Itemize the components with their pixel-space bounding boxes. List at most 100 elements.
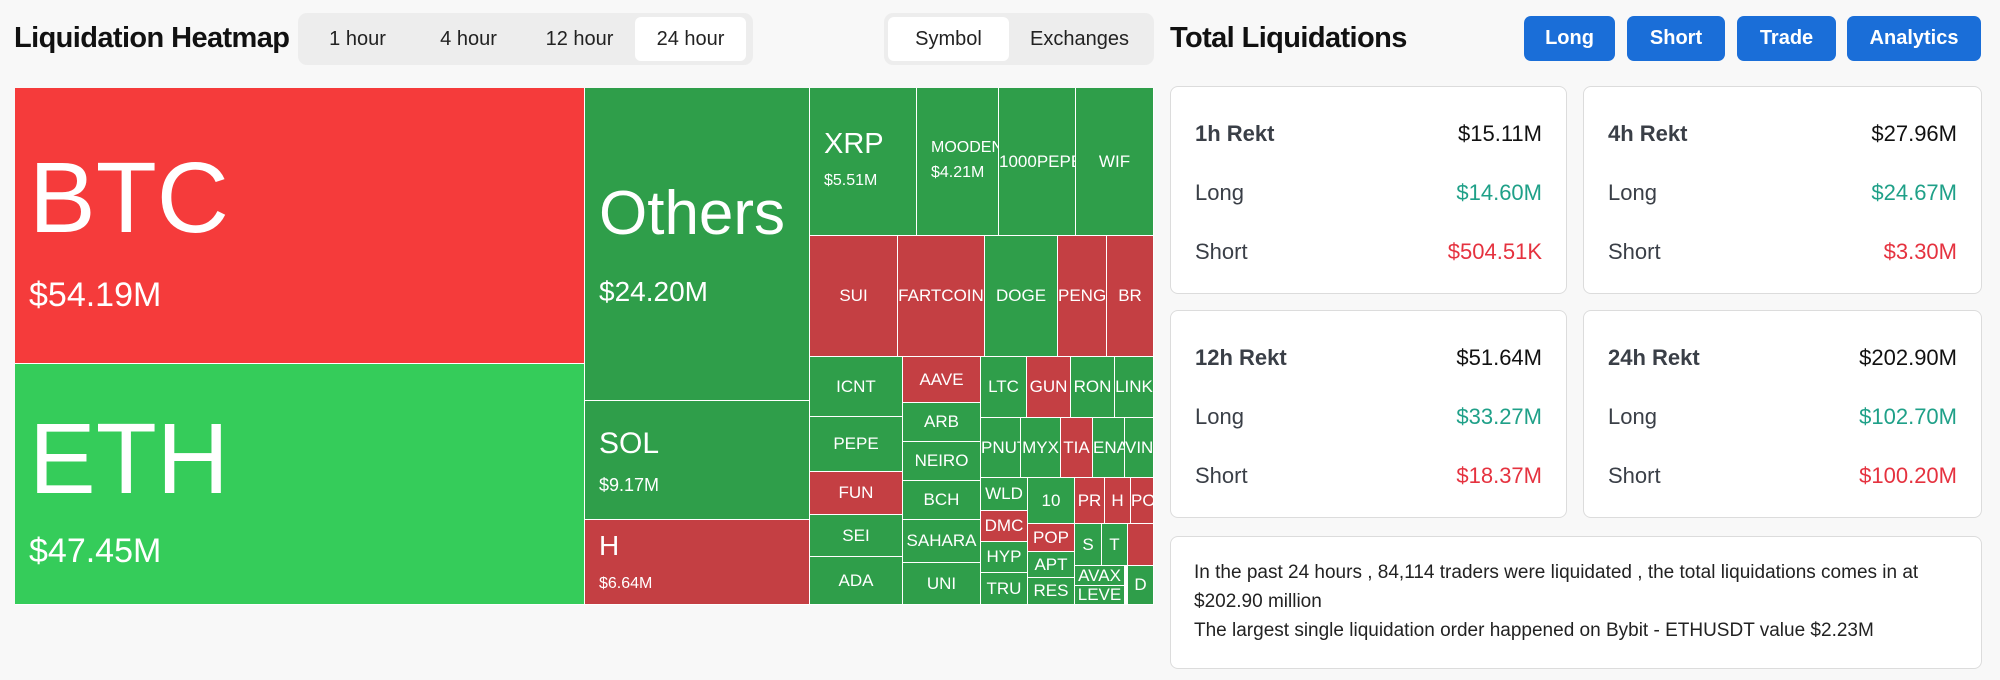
treemap-cell[interactable]: LEVE	[1075, 586, 1125, 605]
treemap-cell[interactable]: APT	[1028, 552, 1075, 578]
treemap-cell[interactable]: D	[1128, 566, 1154, 605]
treemap-cell-symbol: SOL	[599, 427, 660, 460]
treemap-cell[interactable]: NEIRO	[903, 442, 981, 481]
treemap-cell[interactable]: ETH $47.45M	[15, 364, 585, 605]
treemap-cell[interactable]: SOL $9.17M	[585, 401, 810, 520]
tab-symbol[interactable]: Symbol	[888, 17, 1009, 61]
rekt-card-1h: 1h Rekt $15.11M Long $14.60M Short $504.51K	[1170, 86, 1567, 294]
short-button[interactable]: Short	[1627, 16, 1725, 61]
treemap-cell-symbol: SEI	[842, 525, 870, 545]
treemap-cell-symbol: LTC	[988, 377, 1019, 396]
treemap-cell[interactable]: H	[1105, 478, 1131, 524]
treemap-cell-symbol: DOGE	[995, 286, 1047, 305]
treemap-cell[interactable]: MOODENG $4.21M	[917, 88, 999, 236]
treemap-cell[interactable]: FARTCOIN	[898, 236, 985, 357]
short-label: Short	[1608, 463, 1661, 488]
analytics-button[interactable]: Analytics	[1847, 16, 1981, 61]
long-label: Long	[1195, 180, 1244, 205]
treemap-cell[interactable]: PNUT	[981, 418, 1021, 478]
treemap-cell[interactable]: ICNT	[810, 357, 903, 417]
treemap-cell-symbol: Others	[599, 179, 786, 248]
card-total: $202.90M	[1859, 345, 1957, 370]
treemap-cell-value: $4.21M	[931, 164, 985, 181]
treemap-cell-symbol: PNUT	[981, 437, 1020, 457]
trade-button[interactable]: Trade	[1737, 16, 1836, 61]
treemap-cell-symbol: PENGU	[1058, 286, 1107, 305]
treemap-cell-symbol: NEIRO	[914, 451, 969, 470]
treemap-cell[interactable]: MYX	[1021, 418, 1061, 478]
treemap-cell-symbol: ADA	[838, 570, 874, 590]
treemap-cell[interactable]: VINE	[1125, 418, 1154, 478]
treemap-cell[interactable]: SAHARA	[903, 520, 981, 563]
tab-12-hour[interactable]: 12 hour	[545, 28, 614, 50]
treemap-cell[interactable]: UNI	[903, 563, 981, 605]
treemap-cell-symbol: FUN	[838, 483, 874, 502]
treemap-cell[interactable]: XRP $5.51M	[810, 88, 917, 236]
treemap-cell[interactable]: LINK	[1115, 357, 1154, 418]
treemap-cell[interactable]: ADA	[810, 557, 903, 605]
tab-24-hour[interactable]: 24 hour	[635, 17, 746, 61]
treemap-cell[interactable]: RES	[1028, 578, 1075, 605]
treemap-cell-symbol: ARB	[924, 412, 959, 431]
treemap-cell[interactable]: ENA	[1093, 418, 1125, 478]
tab-1-hour[interactable]: 1 hour	[329, 28, 386, 50]
treemap-cell-symbol: APT	[1034, 554, 1068, 574]
treemap-cell[interactable]: Others $24.20M	[585, 88, 810, 401]
treemap-cell[interactable]: SUI	[810, 236, 898, 357]
treemap-cell[interactable]: ARB	[903, 403, 981, 442]
treemap-cell-symbol: HYP	[986, 547, 1022, 566]
treemap-cell[interactable]: 10	[1028, 478, 1075, 524]
treemap-cell[interactable]: PR	[1075, 478, 1105, 524]
liquidation-summary: In the past 24 hours , 84,114 traders we…	[1170, 536, 1982, 669]
treemap-cell-symbol: RON	[1073, 377, 1112, 396]
view-tabs: Symbol Exchanges	[884, 13, 1154, 65]
treemap-cell[interactable]: FUN	[810, 472, 903, 515]
treemap-cell[interactable]: WIF	[1076, 88, 1154, 236]
treemap-cell[interactable]: PO	[1131, 478, 1154, 524]
card-total: $15.11M	[1458, 121, 1542, 146]
treemap-cell[interactable]: H $6.64M	[585, 520, 810, 605]
treemap-cell-symbol: ICNT	[836, 376, 876, 396]
short-value: $100.20M	[1859, 463, 1957, 488]
treemap-cell-symbol: WLD	[985, 484, 1023, 503]
short-label: Short	[1195, 463, 1248, 488]
treemap-cell[interactable]: BCH	[903, 481, 981, 520]
treemap-cell[interactable]: WLD	[981, 478, 1028, 511]
treemap-cell[interactable]: DMC	[981, 511, 1028, 542]
treemap-cell-value: $54.19M	[29, 276, 162, 314]
treemap-cell-symbol: 10	[1041, 490, 1061, 510]
treemap-cell[interactable]: T	[1102, 524, 1128, 566]
treemap-cell[interactable]: DOGE	[985, 236, 1058, 357]
heatmap-title: Liquidation Heatmap	[14, 22, 290, 54]
treemap-cell[interactable]: RON	[1071, 357, 1115, 418]
treemap-cell[interactable]: POP	[1028, 524, 1075, 552]
treemap-cell[interactable]: TRU	[981, 573, 1028, 605]
treemap-cell[interactable]: TIA	[1061, 418, 1093, 478]
treemap-cell[interactable]: PEPE	[810, 417, 903, 472]
treemap-cell[interactable]: GUN	[1027, 357, 1071, 418]
treemap-cell[interactable]: BR	[1107, 236, 1154, 357]
tab-exchanges[interactable]: Exchanges	[1030, 28, 1129, 50]
long-value: $33.27M	[1456, 404, 1542, 429]
long-button[interactable]: Long	[1524, 16, 1615, 61]
treemap-cell[interactable]: AAVE	[903, 357, 981, 403]
treemap-cell[interactable]: 1000PEPE	[999, 88, 1076, 236]
card-label: 1h Rekt	[1195, 121, 1275, 146]
tab-4-hour[interactable]: 4 hour	[440, 28, 497, 50]
long-value: $102.70M	[1859, 404, 1957, 429]
long-label: Long	[1195, 404, 1244, 429]
summary-line-2: The largest single liquidation order hap…	[1194, 620, 1874, 641]
treemap-cell[interactable]: AVAX	[1075, 566, 1125, 586]
treemap-cell[interactable]: BTC $54.19M	[15, 88, 585, 364]
treemap-cell-symbol: LINK	[1115, 377, 1153, 396]
treemap-cell[interactable]: HYP	[981, 542, 1028, 573]
treemap-cell[interactable]: S	[1075, 524, 1102, 566]
treemap-cell-symbol: RES	[1033, 581, 1069, 600]
treemap-cell[interactable]: LTC	[981, 357, 1027, 418]
long-label: Long	[1608, 404, 1657, 429]
treemap-cell-symbol: ETH	[29, 403, 229, 515]
treemap-cell[interactable]: PENGU	[1058, 236, 1107, 357]
treemap-cell[interactable]: SEI	[810, 515, 903, 557]
treemap-cell[interactable]	[1128, 524, 1154, 566]
treemap-cell-symbol: AAVE	[919, 369, 964, 389]
